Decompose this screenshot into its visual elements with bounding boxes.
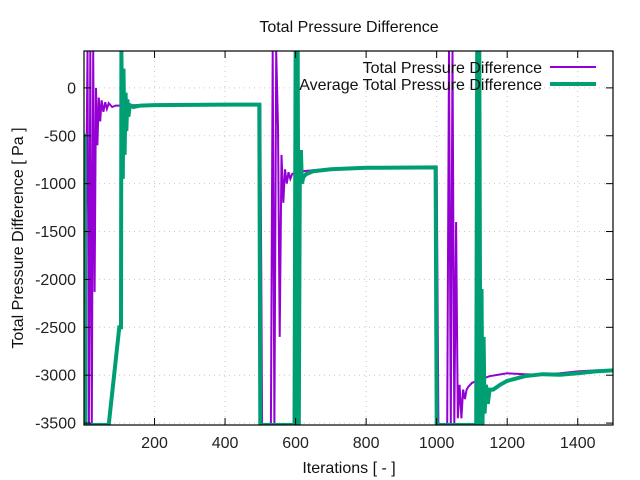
legend-label-total: Total Pressure Difference (363, 60, 542, 77)
ticks (84, 51, 613, 425)
series-line-average (84, 51, 613, 425)
y-tick-label: -3500 (35, 416, 76, 433)
x-tick-label: 600 (282, 435, 309, 452)
x-tick-label: 200 (141, 435, 168, 452)
legend: Total Pressure Difference Average Total … (299, 60, 596, 94)
x-tick-label: 1200 (489, 435, 525, 452)
y-tick-label: -3000 (35, 368, 76, 385)
series-line-total (84, 51, 613, 425)
plot-frame (83, 50, 614, 426)
y-tick-label: -2000 (35, 272, 76, 289)
x-tick-label: 400 (212, 435, 239, 452)
x-tick-label: 800 (353, 435, 380, 452)
y-tick-label: -1000 (35, 176, 76, 193)
y-tick-label: 0 (67, 80, 76, 97)
tick-labels: 200 400 600 800 1000 1200 1400 0 -500 -1000 -1500 -… (35, 80, 596, 452)
x-axis-label: Iterations [ - ] (302, 460, 395, 477)
grid (84, 51, 613, 425)
y-tick-label: -2500 (35, 320, 76, 337)
y-tick-label: -500 (44, 128, 76, 145)
chart-title: Total Pressure Difference (259, 19, 438, 36)
x-tick-label: 1000 (419, 435, 455, 452)
legend-label-average: Average Total Pressure Difference (299, 77, 542, 94)
y-axis-label: Total Pressure Difference [ Pa ] (10, 127, 27, 348)
x-tick-label: 1400 (560, 435, 596, 452)
y-tick-label: -1500 (35, 224, 76, 241)
series-layer (84, 51, 613, 425)
